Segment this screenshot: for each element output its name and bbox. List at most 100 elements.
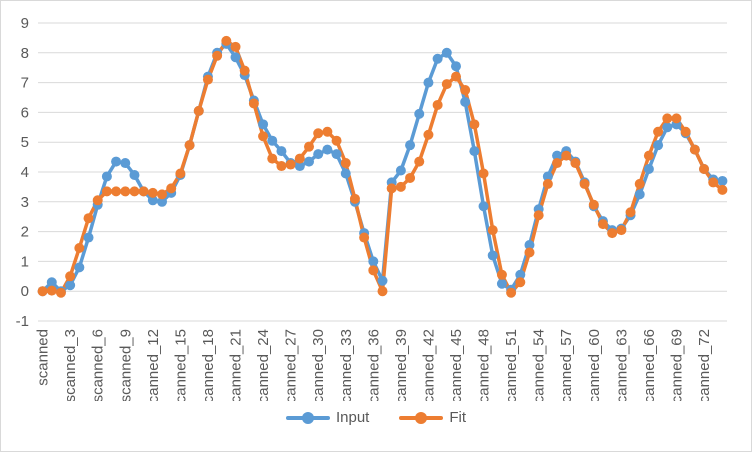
x-tick-label: scanned_66 [641,329,658,401]
data-point-input [340,168,351,179]
data-point-fit [662,113,673,124]
data-point-fit [221,35,232,46]
x-tick-label: scanned_39 [393,329,410,401]
data-point-fit [395,181,406,192]
data-point-input [147,195,158,206]
data-point-fit [653,126,664,137]
x-tick-label: scanned_72 [696,329,713,401]
data-point-fit [671,113,682,124]
x-tick-label: scanned_36 [365,329,382,401]
data-point-fit [120,186,131,197]
data-point-fit [349,193,360,204]
data-point-input [423,77,434,88]
data-point-fit [92,195,103,206]
x-tick-label: scanned_15 [172,329,189,401]
data-point-fit [55,287,66,298]
data-point-input [717,175,728,186]
data-point-input [405,140,416,151]
data-point-input [450,61,461,72]
data-point-fit [460,85,471,96]
data-point-fit [46,285,57,296]
data-point-input [157,196,168,207]
data-point-fit [496,269,507,280]
x-tick-label: scanned_3 [62,329,79,401]
legend-label-input: Input [335,409,370,426]
data-point-fit [579,178,590,189]
x-tick-label: scanned_12 [145,329,162,401]
data-point-input [258,119,269,130]
data-point-input [377,275,388,286]
legend-label-fit: Fit [449,409,467,426]
data-point-fit [533,210,544,221]
data-point-input [634,189,645,200]
data-point-fit [340,158,351,169]
y-tick-label: 8 [21,45,29,62]
data-point-input [276,146,287,157]
data-point-fit [193,105,204,116]
data-point-input [313,149,324,160]
data-point-fit [450,71,461,82]
x-tick-label: scanned_24 [255,329,272,401]
data-point-fit [570,158,581,169]
data-point-input [322,144,333,155]
data-point-fit [138,186,149,197]
x-tick-label: scanned_33 [338,329,355,401]
data-point-fit [478,168,489,179]
data-point-fit [588,199,599,210]
y-tick-label: 5 [21,134,29,151]
data-point-input [515,269,526,280]
data-point-fit [699,164,710,175]
data-point-input [542,171,553,182]
data-point-fit [285,159,296,170]
data-point-fit [487,225,498,236]
x-tick-label: scanned_45 [448,329,465,401]
data-point-fit [405,172,416,183]
data-point-fit [276,161,287,172]
data-point-fit [717,184,728,195]
data-point-fit [294,153,305,164]
data-point-fit [432,99,443,110]
data-point-fit [708,177,719,188]
data-point-input [496,278,507,289]
data-point-fit [616,225,627,236]
data-point-fit [634,178,645,189]
x-tick-label: scanned_60 [586,329,603,401]
x-tick-label: scanned_69 [668,329,685,401]
x-tick-label: scanned_30 [310,329,327,401]
data-point-fit [101,186,112,197]
legend-item-input: Input [285,409,370,426]
data-point-fit [469,119,480,130]
data-point-input [230,52,241,63]
data-point-fit [129,186,140,197]
data-point-input [304,156,315,167]
data-point-fit [267,153,278,164]
legend: Input Fit [1,409,751,426]
data-point-input [524,240,535,251]
data-point-input [414,108,425,119]
y-tick-label: 9 [21,15,29,32]
y-tick-label: 0 [21,283,29,300]
data-point-fit [561,150,572,161]
data-point-input [653,140,664,151]
data-point-input [101,171,112,182]
x-tick-label: scanned [35,329,52,386]
y-tick-label: 3 [21,194,29,211]
data-point-input [469,146,480,157]
data-point-fit [147,187,158,198]
legend-swatch-fit [399,411,444,424]
data-point-fit [643,150,654,161]
data-point-fit [524,247,535,258]
data-point-input [267,135,278,146]
data-point-fit [414,156,425,167]
legend-swatch-input [285,411,330,424]
data-point-input [65,280,76,291]
data-point-fit [322,126,333,137]
data-point-fit [423,129,434,140]
data-point-input [331,149,342,160]
data-point-input [460,96,471,107]
data-point-input [552,150,563,161]
data-point-input [83,232,94,243]
y-tick-label: 7 [21,75,29,92]
x-tick-label: scanned_51 [503,329,520,401]
